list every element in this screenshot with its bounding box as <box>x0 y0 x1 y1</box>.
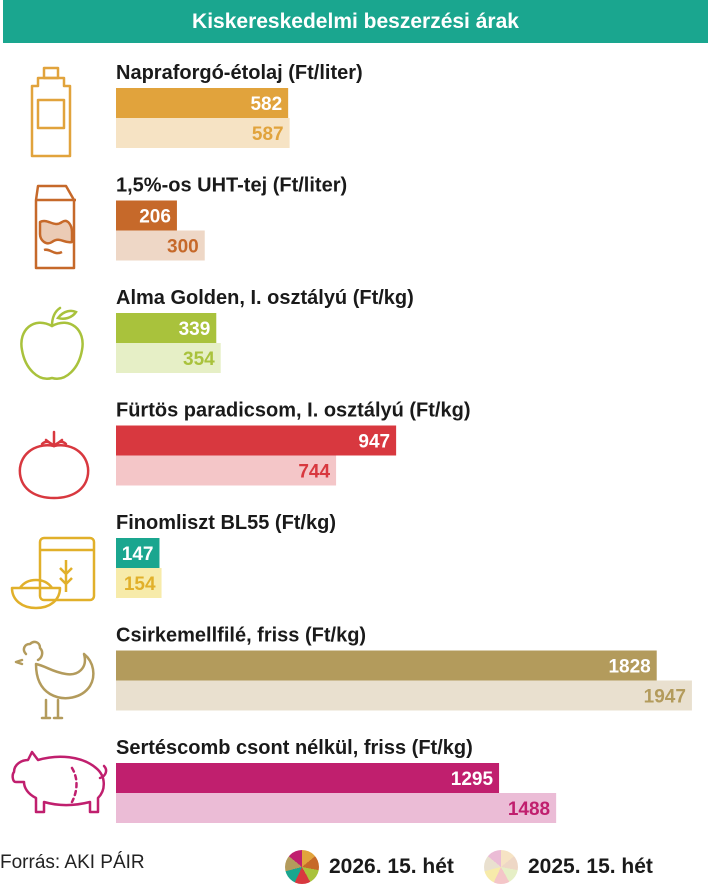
bar-2025 <box>116 455 337 486</box>
value-label-2026: 206 <box>139 207 171 228</box>
category-label: Csirkemellfilé, friss (Ft/kg) <box>116 625 366 647</box>
bar-2026 <box>116 88 289 118</box>
value-label-2026: 147 <box>122 544 154 565</box>
legend-item-2026: 2026. 15. hét <box>285 850 454 884</box>
value-label-2025: 300 <box>167 237 199 258</box>
value-label-2025: 1488 <box>508 799 550 820</box>
bar-chart: Napraforgó-étolaj (Ft/liter) 582 587 1,5%-o… <box>10 62 692 823</box>
bar-2025 <box>116 343 221 373</box>
tomato-icon <box>18 430 90 500</box>
legend-label-2025: 2025. 15. hét <box>528 855 653 878</box>
apple-icon <box>20 306 84 380</box>
category-label: Finomliszt BL55 (Ft/kg) <box>116 512 336 534</box>
value-label-2025: 354 <box>183 349 215 370</box>
bar-2025 <box>116 118 290 148</box>
source-note: Forrás: AKI PÁIR <box>0 852 145 873</box>
category-label: Sertéscomb csont nélkül, friss (Ft/kg) <box>116 737 473 759</box>
bar-2026 <box>116 200 177 231</box>
bar-2026 <box>116 538 160 568</box>
category-label: Alma Golden, I. osztályú (Ft/kg) <box>116 287 414 309</box>
bar-2026 <box>116 650 657 681</box>
legend-swatch-2026-icon <box>285 850 319 884</box>
legend-item-2025: 2025. 15. hét <box>484 850 653 884</box>
value-label-2026: 339 <box>179 319 211 340</box>
flour-bag-icon <box>10 536 96 610</box>
milk-carton-icon <box>34 184 76 270</box>
oil-bottle-icon <box>30 66 72 158</box>
value-label-2025: 1947 <box>644 687 686 708</box>
bar-2026 <box>116 763 500 793</box>
chart-title: Kiskereskedelmi beszerzési árak <box>192 10 519 33</box>
bar-2025 <box>116 793 557 823</box>
value-label-2026: 1828 <box>608 657 650 678</box>
value-label-2026: 1295 <box>451 769 494 790</box>
chicken-icon <box>14 640 95 720</box>
bar-2026 <box>116 425 397 456</box>
bar-2025 <box>116 680 692 711</box>
value-label-2025: 154 <box>124 574 156 595</box>
legend-swatch-2025-icon <box>484 850 518 884</box>
bar-2025 <box>116 568 162 598</box>
value-label-2026: 582 <box>250 94 282 115</box>
value-label-2025: 587 <box>252 124 284 145</box>
chart-title-banner: Kiskereskedelmi beszerzési árak <box>3 0 708 43</box>
category-label: Fürtös paradicsom, I. osztályú (Ft/kg) <box>116 400 471 422</box>
bar-2025 <box>116 230 205 261</box>
bar-2026 <box>116 313 217 343</box>
category-label: 1,5%-os UHT-tej (Ft/liter) <box>116 175 347 197</box>
value-label-2025: 744 <box>298 462 330 483</box>
category-label: Napraforgó-étolaj (Ft/liter) <box>116 62 363 84</box>
legend-label-2026: 2026. 15. hét <box>329 855 454 878</box>
value-label-2026: 947 <box>358 432 390 453</box>
pig-icon <box>11 750 108 814</box>
